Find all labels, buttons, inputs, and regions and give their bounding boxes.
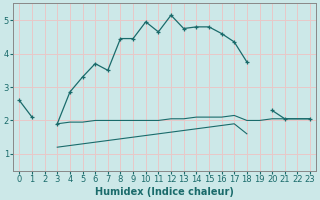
X-axis label: Humidex (Indice chaleur): Humidex (Indice chaleur) — [95, 187, 234, 197]
